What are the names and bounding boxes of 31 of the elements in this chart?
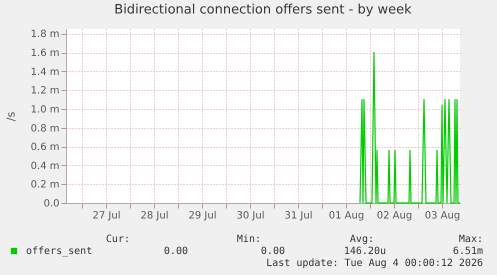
text: Min:: [236, 234, 261, 245]
y-tick-label: 0.0: [44, 198, 60, 210]
y-tick-label: 0.6 m: [30, 142, 60, 154]
text: Cur:: [106, 234, 130, 245]
y-tick-label: 1.2 m: [30, 86, 60, 97]
text: Avg:: [350, 234, 374, 245]
x-tick-label: 01 Aug: [328, 210, 364, 222]
y-tick-label: 0.2 m: [30, 180, 60, 191]
y-tick-label: 1.0 m: [30, 104, 60, 116]
text: Max:: [458, 234, 483, 245]
text: 146.20u: [344, 246, 386, 257]
y-tick-label: 1.4 m: [30, 66, 60, 78]
x-tick-label: 30 Jul: [236, 210, 264, 222]
x-tick-label: 28 Jul: [140, 210, 168, 222]
text: Last update: Tue Aug 4 00:00:12 2026: [266, 258, 483, 269]
x-tick-label: 29 Jul: [188, 210, 216, 222]
x-tick-label: 03 Aug: [424, 210, 460, 222]
legend-label: offers_sent: [26, 246, 92, 257]
y-tick-label: 1.6 m: [30, 48, 60, 60]
chart-title: Bidirectional connection offers sent - by week: [114, 2, 412, 18]
y-tick-label: 1.8 m: [30, 29, 60, 40]
x-tick-label: 27 Jul: [92, 210, 120, 222]
y-axis-title: /s: [4, 112, 18, 122]
y-tick-label: 0.8 m: [30, 123, 60, 134]
text: 0.00: [164, 246, 188, 257]
x-tick-label: 02 Aug: [376, 210, 412, 222]
text: 0.00: [260, 246, 285, 257]
y-tick-label: 0.4 m: [30, 160, 60, 172]
x-tick-label: 31 Jul: [284, 210, 312, 222]
text: 6.51m: [452, 246, 483, 257]
line-series: [359, 52, 461, 204]
